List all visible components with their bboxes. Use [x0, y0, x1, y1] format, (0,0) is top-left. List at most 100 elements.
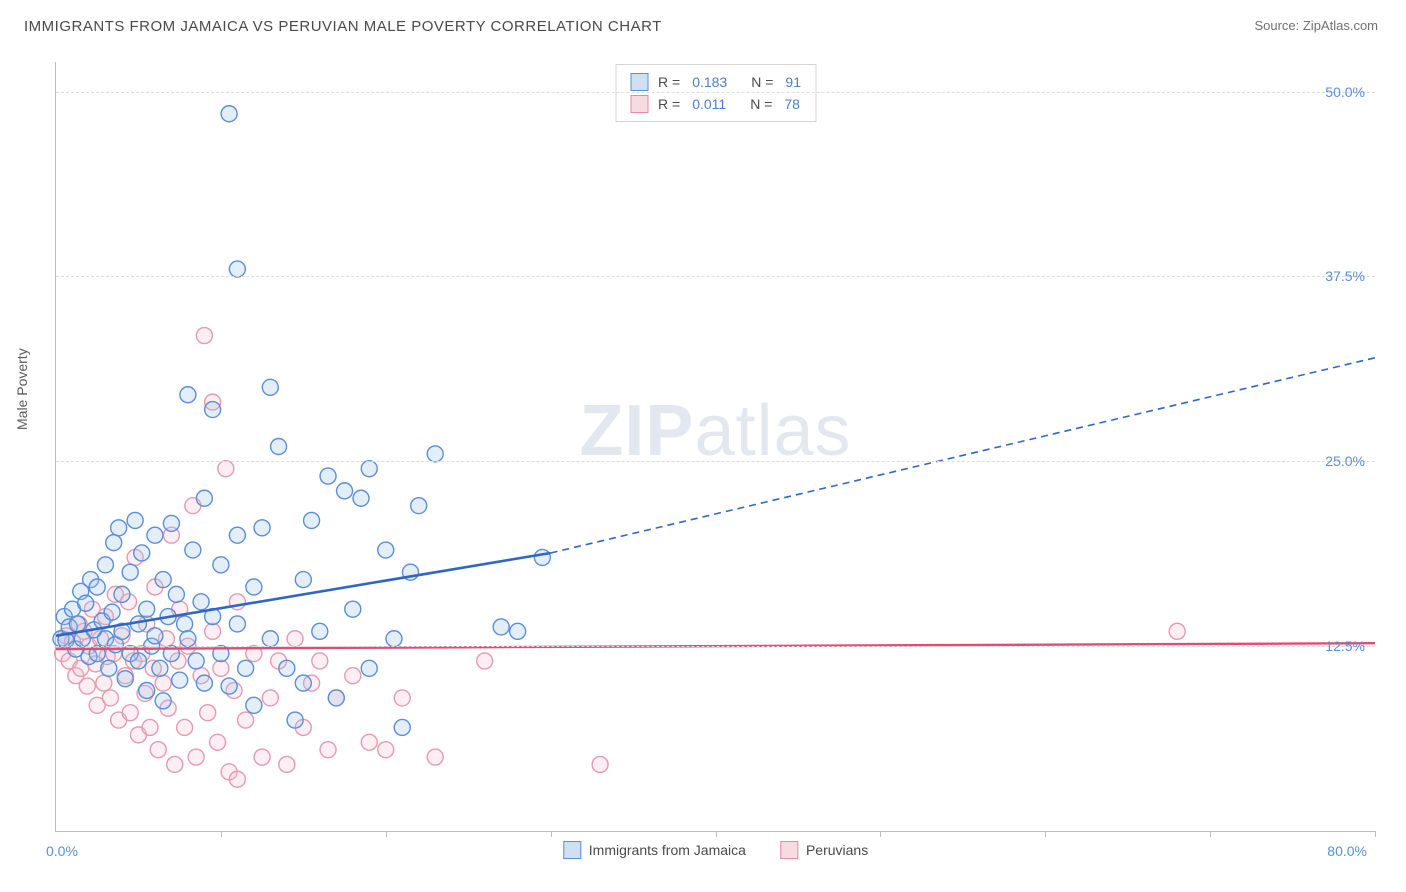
scatter-point — [320, 468, 336, 484]
scatter-point — [287, 712, 303, 728]
scatter-point — [185, 542, 201, 558]
scatter-point — [361, 660, 377, 676]
y-tick-label: 50.0% — [1325, 84, 1365, 100]
scatter-point — [213, 660, 229, 676]
scatter-point — [328, 690, 344, 706]
scatter-point — [172, 672, 188, 688]
x-tick — [1375, 831, 1376, 837]
scatter-point — [180, 631, 196, 647]
scatter-point — [193, 594, 209, 610]
scatter-point — [106, 535, 122, 551]
scatter-point — [287, 631, 303, 647]
scatter-point — [394, 690, 410, 706]
scatter-point — [238, 660, 254, 676]
scatter-point — [111, 520, 127, 536]
scatter-point — [139, 683, 155, 699]
scatter-point — [188, 749, 204, 765]
plot-area: ZIPatlas R = 0.183 N = 91 R = 0.011 N = … — [55, 62, 1375, 832]
legend-series: Immigrants from Jamaica Peruvians — [563, 841, 868, 859]
scatter-point — [378, 542, 394, 558]
x-tick — [221, 831, 222, 837]
y-tick-label: 25.0% — [1325, 453, 1365, 469]
scatter-point — [104, 604, 120, 620]
scatter-point — [271, 439, 287, 455]
scatter-point — [477, 653, 493, 669]
scatter-point — [69, 616, 85, 632]
swatch-peruvians — [780, 841, 798, 859]
scatter-point — [97, 557, 113, 573]
x-tick — [1210, 831, 1211, 837]
scatter-point — [155, 572, 171, 588]
gridline — [56, 276, 1375, 277]
y-tick-label: 37.5% — [1325, 268, 1365, 284]
scatter-point — [147, 527, 163, 543]
scatter-point — [312, 623, 328, 639]
scatter-point — [142, 719, 158, 735]
scatter-point — [262, 690, 278, 706]
scatter-point — [150, 742, 166, 758]
scatter-point — [122, 705, 138, 721]
scatter-point — [229, 261, 245, 277]
legend-item-jamaica: Immigrants from Jamaica — [563, 841, 746, 859]
scatter-point — [279, 756, 295, 772]
scatter-point — [155, 693, 171, 709]
scatter-point — [427, 446, 443, 462]
scatter-point — [1169, 623, 1185, 639]
trend-line-extrapolated — [551, 358, 1375, 553]
scatter-point — [134, 545, 150, 561]
gridline — [56, 461, 1375, 462]
chart-svg — [56, 62, 1375, 831]
scatter-point — [229, 616, 245, 632]
gridline — [56, 646, 1375, 647]
legend-label-peruvians: Peruvians — [806, 842, 868, 858]
scatter-point — [96, 675, 112, 691]
scatter-point — [177, 616, 193, 632]
scatter-point — [411, 498, 427, 514]
scatter-point — [238, 712, 254, 728]
scatter-point — [361, 461, 377, 477]
scatter-point — [353, 490, 369, 506]
scatter-point — [122, 564, 138, 580]
scatter-point — [177, 719, 193, 735]
scatter-point — [139, 601, 155, 617]
scatter-point — [427, 749, 443, 765]
scatter-point — [592, 756, 608, 772]
scatter-point — [152, 660, 168, 676]
scatter-point — [117, 671, 133, 687]
y-tick-label: 12.5% — [1325, 638, 1365, 654]
gridline — [56, 92, 1375, 93]
scatter-point — [205, 623, 221, 639]
scatter-point — [163, 515, 179, 531]
scatter-point — [79, 678, 95, 694]
scatter-point — [210, 734, 226, 750]
scatter-point — [394, 719, 410, 735]
chart-source: Source: ZipAtlas.com — [1254, 18, 1378, 33]
scatter-point — [254, 749, 270, 765]
scatter-point — [167, 756, 183, 772]
scatter-point — [196, 675, 212, 691]
scatter-point — [510, 623, 526, 639]
scatter-point — [196, 490, 212, 506]
scatter-point — [89, 579, 105, 595]
x-tick — [551, 831, 552, 837]
scatter-point — [262, 631, 278, 647]
scatter-point — [127, 512, 143, 528]
x-tick — [880, 831, 881, 837]
x-tick — [716, 831, 717, 837]
scatter-point — [246, 697, 262, 713]
scatter-point — [218, 461, 234, 477]
scatter-point — [200, 705, 216, 721]
scatter-point — [130, 653, 146, 669]
scatter-point — [229, 771, 245, 787]
scatter-point — [221, 106, 237, 122]
scatter-point — [196, 328, 212, 344]
scatter-point — [213, 557, 229, 573]
scatter-point — [345, 601, 361, 617]
scatter-point — [312, 653, 328, 669]
scatter-point — [155, 675, 171, 691]
scatter-point — [295, 572, 311, 588]
scatter-point — [337, 483, 353, 499]
scatter-point — [534, 549, 550, 565]
x-axis-max-label: 80.0% — [1327, 843, 1367, 859]
scatter-point — [320, 742, 336, 758]
